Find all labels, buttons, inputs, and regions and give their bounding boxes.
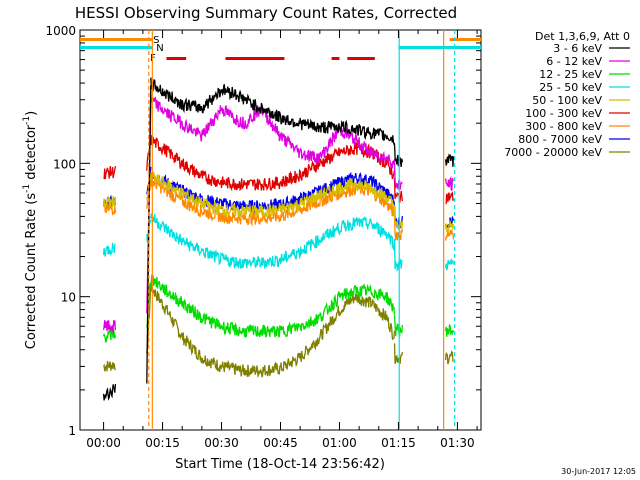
flare-flag-bar-2: [331, 57, 340, 60]
footer-date: 30-Jun-2017 12:05: [561, 467, 636, 476]
y-axis-label-exp1: -1: [22, 184, 32, 193]
flare-flag-bar-1: [225, 57, 285, 60]
legend-label-2: 12 - 25 keV: [539, 68, 602, 81]
y-axis-label-mid: detector: [24, 124, 39, 184]
x-tick-label-6: 01:30: [440, 436, 475, 450]
saa-flag-bar: [80, 38, 153, 41]
y-axis-ticks: 1 10 100 1000: [45, 24, 481, 438]
x-tick-label-5: 01:15: [381, 436, 416, 450]
saa-flag-bar-2: [449, 38, 481, 41]
legend-label-4: 50 - 100 keV: [532, 94, 602, 107]
y-tick-label-3: 1000: [45, 24, 76, 38]
flag-layer: SNF: [80, 30, 481, 430]
night-flag-bar-2: [398, 46, 481, 49]
flare-flag-bar-3: [347, 57, 375, 60]
legend-label-7: 800 - 7000 keV: [518, 133, 602, 146]
legend-label-1: 6 - 12 keV: [546, 55, 602, 68]
y-axis-label-exp2: -1: [22, 116, 32, 125]
x-tick-label-4: 01:00: [322, 436, 357, 450]
x-axis-label: Start Time (18-Oct-14 23:56:42): [175, 457, 385, 472]
flag-label-S: S: [153, 35, 159, 46]
y-tick-label-1: 10: [61, 291, 76, 305]
legend-label-0: 3 - 6 keV: [553, 42, 602, 55]
legend-title: Det 1,3,6,9, Att 0: [535, 30, 630, 43]
flare-flag-bar-0: [166, 57, 187, 60]
flag-label-F: F: [150, 53, 156, 64]
y-axis-label-end: ): [24, 111, 39, 116]
flag-label-N: N: [156, 43, 163, 54]
x-axis-ticks: 00:00 00:15 00:30 00:45 01:00 01:15 01:30: [86, 30, 478, 450]
series-layer: [102, 77, 455, 401]
legend-label-8: 7000 - 20000 keV: [504, 146, 602, 159]
x-tick-label-3: 00:45: [263, 436, 298, 450]
y-axis-label-main: Corrected Count Rate (s: [24, 193, 39, 350]
series-line-5: [103, 134, 455, 205]
y-tick-label-0: 1: [68, 424, 76, 438]
x-tick-label-0: 00:00: [86, 436, 121, 450]
y-axis-label: Corrected Count Rate (s-1 detector-1): [22, 111, 39, 349]
legend-label-6: 300 - 800 keV: [525, 120, 602, 133]
x-tick-label-1: 00:15: [145, 436, 180, 450]
x-tick-label-2: 00:30: [204, 436, 239, 450]
night-flag-bar: [80, 46, 153, 49]
series-line-2: [102, 274, 455, 343]
y-tick-label-2: 100: [53, 157, 76, 171]
legend-label-3: 25 - 50 keV: [539, 81, 602, 94]
plot-frame: [79, 29, 482, 431]
legend-label-5: 100 - 300 keV: [525, 107, 602, 120]
chart-title: HESSI Observing Summary Count Rates, Cor…: [75, 4, 457, 22]
